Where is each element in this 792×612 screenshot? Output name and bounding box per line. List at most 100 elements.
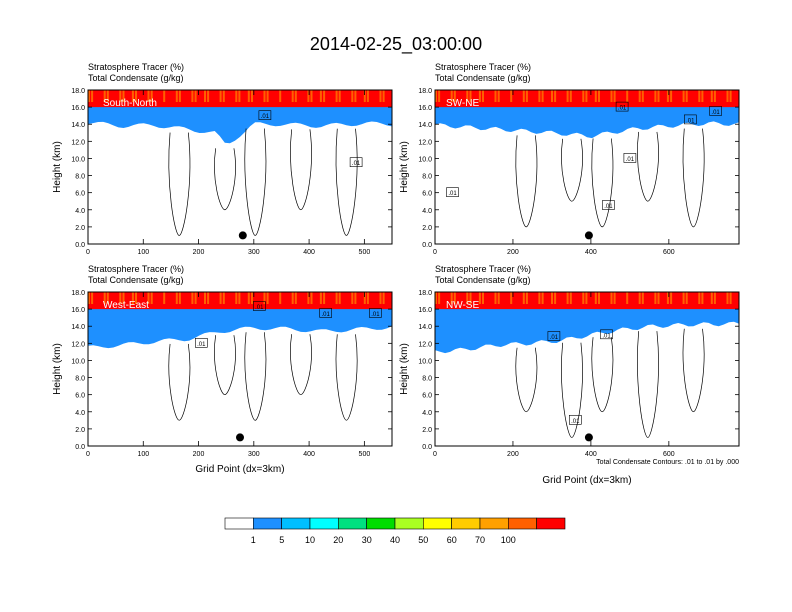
- tracer-speckle: [594, 292, 597, 304]
- tracer-speckle: [466, 90, 469, 102]
- tracer-speckle: [657, 90, 660, 102]
- x-tick-label: 500: [359, 249, 371, 256]
- condensate-contour: [637, 131, 659, 202]
- tracer-speckle: [366, 90, 369, 102]
- y-tick-label: 10.0: [418, 156, 432, 163]
- colorbar-swatch: [224, 517, 254, 530]
- condensate-contour: [335, 334, 358, 421]
- condensate-contour: [214, 148, 236, 211]
- tracer-speckle: [379, 292, 382, 304]
- y-axis-label: Height (km): [52, 343, 63, 395]
- contour-label-box: [615, 101, 629, 112]
- colorbar-label: 10: [305, 535, 315, 545]
- y-tick-label: 14.0: [418, 122, 432, 129]
- panel-label: South-North: [103, 98, 157, 109]
- tracer-speckle: [178, 292, 181, 304]
- x-tick-label: 200: [507, 249, 519, 256]
- y-tick-label: 8.0: [422, 174, 432, 181]
- contour-label-box: [683, 114, 697, 125]
- contour-label-box: [709, 106, 722, 116]
- panel-subtitle-line2: Total Condensate (g/kg): [435, 73, 531, 83]
- tracer-speckle: [150, 90, 153, 102]
- tracer-speckle: [204, 292, 206, 304]
- y-tick-label: 0.0: [422, 242, 432, 249]
- tracer-speckle: [307, 90, 310, 102]
- tracer-speckle: [88, 90, 90, 102]
- tracer-speckle: [654, 292, 657, 304]
- colorbar-swatch: [337, 517, 367, 530]
- tracer-speckle: [641, 292, 644, 304]
- colorbar-swatch: [507, 517, 537, 530]
- x-tick-label: 100: [137, 249, 149, 256]
- condensate-contour: [214, 335, 236, 396]
- colorbar-label: 1: [251, 535, 256, 545]
- tracer-speckle: [175, 90, 178, 102]
- x-tick-label: 500: [359, 451, 371, 458]
- tracer-speckle: [666, 292, 669, 304]
- tracer-speckle: [585, 292, 588, 304]
- tracer-speckle: [163, 292, 166, 304]
- condensate-contour: [682, 328, 705, 413]
- tracer-speckle: [219, 90, 222, 102]
- tracer-speckle: [582, 292, 585, 304]
- condensate-contour: [561, 138, 583, 202]
- tracer-speckle: [354, 90, 357, 102]
- colorbar-swatch: [394, 517, 424, 530]
- tracer-speckle: [175, 292, 178, 304]
- x-tick-label: 200: [193, 451, 205, 458]
- contour-label: .01: [686, 118, 695, 124]
- x-tick-label: 200: [507, 451, 519, 458]
- tracer-speckle: [585, 90, 588, 102]
- tracer-speckle: [207, 90, 210, 102]
- condensate-contour: [591, 337, 614, 413]
- tracer-speckle: [194, 292, 197, 304]
- condensate-contour: [515, 135, 538, 228]
- tracer-speckle: [366, 292, 369, 304]
- tracer-speckle: [638, 90, 641, 102]
- tracer-speckle: [670, 90, 673, 102]
- colorbar-label: 5: [279, 535, 284, 545]
- panel-label: NW-SE: [446, 300, 479, 311]
- tracer-speckle: [569, 292, 572, 304]
- tracer-speckle: [147, 90, 150, 102]
- panel-label: West-East: [103, 300, 149, 311]
- colorbar-swatch: [309, 517, 339, 530]
- tracer-speckle: [363, 292, 366, 304]
- tracer-speckle: [291, 292, 294, 304]
- colorbar-swatch: [451, 517, 481, 530]
- y-tick-label: 14.0: [71, 324, 85, 331]
- x-tick-label: 300: [248, 451, 260, 458]
- x-tick-label: 600: [663, 451, 675, 458]
- tracer-speckle: [266, 292, 269, 304]
- tracer-speckle: [666, 90, 669, 102]
- tracer-speckle: [685, 90, 688, 102]
- tracer-speckle: [294, 292, 297, 304]
- tracer-speckle: [710, 90, 713, 102]
- tracer-speckle: [522, 292, 525, 304]
- tracer-speckle: [119, 292, 122, 304]
- panel-south-north: Stratosphere Tracer (%) Total Condensate…: [52, 62, 393, 256]
- colorbar-label: 30: [362, 535, 372, 545]
- tracer-speckle: [147, 292, 150, 304]
- tracer-speckle: [323, 90, 326, 102]
- tracer-speckle: [613, 90, 616, 102]
- tracer-speckle: [91, 90, 94, 102]
- colorbar-swatch: [366, 517, 396, 530]
- tracer-speckle: [525, 292, 528, 304]
- tracer-speckle: [222, 292, 225, 304]
- tracer-speckle: [131, 292, 134, 304]
- tracer-speckle: [354, 292, 357, 304]
- tracer-speckle: [538, 292, 541, 304]
- tracer-speckle: [494, 90, 497, 102]
- contour-label: .01: [602, 333, 611, 339]
- tracer-speckle: [554, 90, 557, 102]
- y-axis-label: Height (km): [399, 141, 410, 193]
- tracer-speckle: [135, 90, 137, 102]
- tracer-speckle: [279, 90, 282, 102]
- tracer-speckle: [685, 292, 688, 304]
- y-tick-label: 6.0: [422, 191, 432, 198]
- location-marker: [584, 433, 593, 442]
- plot-frame: [434, 291, 740, 447]
- x-tick-label: 0: [86, 451, 90, 458]
